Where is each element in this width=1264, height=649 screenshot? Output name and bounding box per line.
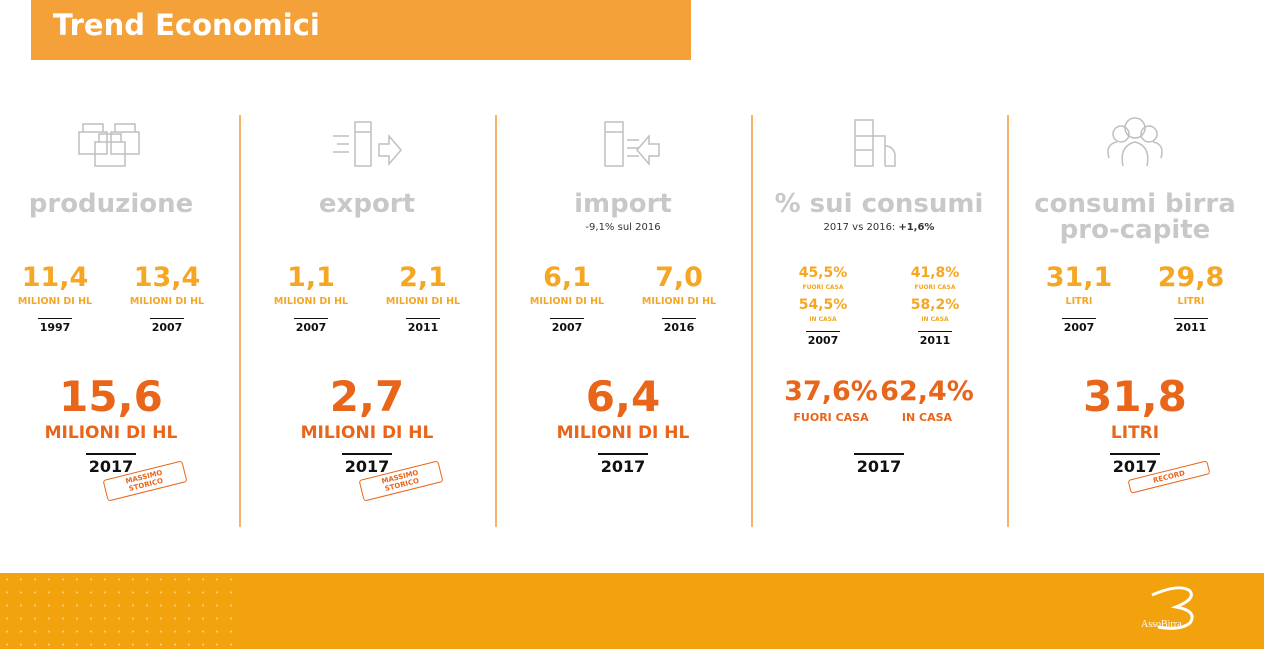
small-value: 11,4: [21, 262, 89, 293]
share-label: FUORI CASA: [914, 284, 956, 291]
icon: [78, 123, 140, 167]
dot-pattern: [0, 573, 240, 649]
column: produzione 11,4 MILIONI DI HL 1997 13,4 MILIO…: [0, 0, 236, 649]
year: 2007: [294, 318, 328, 334]
divider: [751, 115, 753, 527]
column: % sui consumi 2017 vs 2016: +1,6% 45,5% FUOR…: [754, 0, 1004, 649]
year: 2017: [1110, 453, 1160, 476]
column: consumi birra pro-capite 31,1 LITRI 2007 29,…: [1010, 0, 1260, 649]
icon: [604, 121, 660, 167]
total-unit: MILIONI DI HL: [300, 423, 434, 443]
year: 2007: [1062, 318, 1096, 334]
share-value: 41,8%: [910, 265, 960, 281]
icon: [333, 121, 402, 167]
small-unit: MILIONI DI HL: [385, 296, 461, 307]
divider: [495, 115, 497, 527]
small-value: 29,8: [1157, 262, 1225, 293]
small-value: 13,4: [133, 262, 201, 293]
column-title: export: [318, 189, 416, 219]
total-label: IN CASA: [901, 411, 953, 424]
year: 2017: [86, 453, 136, 476]
year: 2007: [806, 331, 840, 347]
small-unit: MILIONI DI HL: [529, 296, 605, 307]
total-value: 31,8: [1083, 372, 1187, 421]
year: 2017: [854, 453, 904, 476]
year: 2011: [1174, 318, 1208, 334]
total-unit: MILIONI DI HL: [44, 423, 178, 443]
small-value: 6,1: [543, 262, 591, 293]
column: import -9,1% sul 2016 6,1 MILIONI DI HL 2007…: [498, 0, 748, 649]
small-value: 7,0: [655, 262, 703, 293]
share-value: 58,2%: [910, 297, 960, 313]
total-unit: MILIONI DI HL: [556, 423, 690, 443]
year: 2007: [150, 318, 184, 334]
year: 2016: [662, 318, 696, 334]
small-value: 2,1: [399, 262, 447, 293]
logo-mark: [1151, 586, 1194, 630]
total-value: 37,6%: [784, 376, 878, 407]
icon: [1107, 117, 1163, 167]
small-unit: MILIONI DI HL: [129, 296, 205, 307]
small-value: 1,1: [287, 262, 335, 293]
year: 2017: [598, 453, 648, 476]
share-value: 45,5%: [798, 265, 848, 281]
small-unit: MILIONI DI HL: [17, 296, 93, 307]
column: export 1,1 MILIONI DI HL 2007 2,1 MILIONI DI …: [242, 0, 492, 649]
total-value: 2,7: [329, 372, 405, 421]
small-unit: LITRI: [1065, 296, 1093, 307]
year: 1997: [38, 318, 72, 334]
small-unit: MILIONI DI HL: [641, 296, 717, 307]
year: 2017: [342, 453, 392, 476]
year: 2007: [550, 318, 584, 334]
subtitle-text: 2017 vs 2016:: [823, 222, 896, 233]
total-value: 62,4%: [880, 376, 974, 407]
small-unit: LITRI: [1177, 296, 1205, 307]
column-title: import: [574, 189, 672, 219]
divider: [239, 115, 241, 527]
logo-text: AssoBirra: [1141, 619, 1182, 630]
footer-bar: AssoBirra: [0, 573, 1264, 649]
share-label: IN CASA: [809, 316, 837, 323]
small-value: 31,1: [1045, 262, 1113, 293]
column-title: % sui consumi: [774, 189, 984, 219]
total-label: FUORI CASA: [793, 411, 869, 424]
year: 2011: [918, 331, 952, 347]
total-unit: LITRI: [1110, 423, 1160, 443]
total-value: 6,4: [585, 372, 661, 421]
icon: [854, 119, 896, 167]
share-label: IN CASA: [921, 316, 949, 323]
column-subtitle: -9,1% sul 2016: [498, 222, 748, 233]
total-value: 15,6: [59, 372, 163, 421]
share-value: 54,5%: [798, 297, 848, 313]
subtitle-text: -9,1% sul 2016: [585, 222, 661, 233]
year: 2011: [406, 318, 440, 334]
subtitle-highlight: +1,6%: [898, 222, 935, 233]
column-title: produzione: [28, 189, 194, 219]
share-label: FUORI CASA: [802, 284, 844, 291]
column-subtitle: 2017 vs 2016: +1,6%: [754, 222, 1004, 233]
small-unit: MILIONI DI HL: [273, 296, 349, 307]
header-title: Trend Economici: [53, 8, 320, 42]
divider: [1007, 115, 1009, 527]
header-bar: Trend Economici: [31, 0, 691, 60]
column-title: consumi birra pro-capite: [1034, 189, 1236, 245]
